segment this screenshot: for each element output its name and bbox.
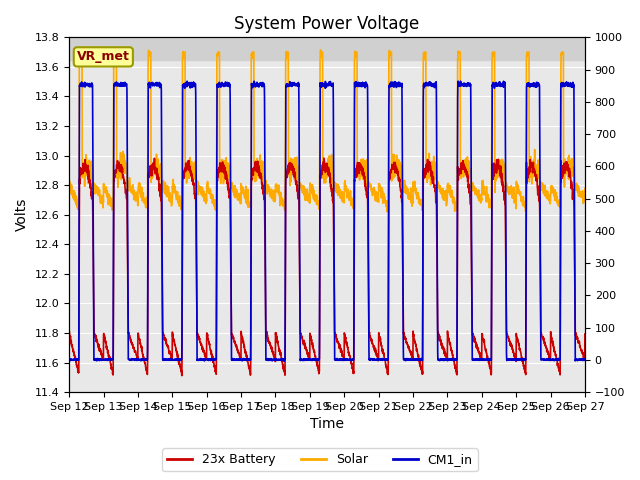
Text: VR_met: VR_met xyxy=(77,50,130,63)
Bar xyxy=(69,37,585,60)
Solar xyxy=(285,163,293,169)
Solar xyxy=(383,209,391,215)
23x Battery xyxy=(178,373,186,379)
CM1_in xyxy=(581,357,589,362)
Solar xyxy=(516,191,524,197)
Title: System Power Voltage: System Power Voltage xyxy=(234,15,420,33)
Solar xyxy=(581,185,589,191)
23x Battery xyxy=(65,328,73,334)
CM1_in xyxy=(516,357,524,362)
CM1_in xyxy=(572,323,579,328)
CM1_in xyxy=(285,83,293,88)
Solar xyxy=(124,186,132,192)
CM1_in xyxy=(65,356,73,362)
23x Battery xyxy=(572,314,579,320)
Solar xyxy=(263,186,271,192)
Line: Solar: Solar xyxy=(69,50,585,212)
Solar xyxy=(572,182,579,188)
Y-axis label: Volts: Volts xyxy=(15,198,29,231)
23x Battery xyxy=(263,335,271,341)
23x Battery xyxy=(124,299,132,304)
23x Battery xyxy=(581,331,589,337)
Line: CM1_in: CM1_in xyxy=(69,81,585,361)
Solar xyxy=(65,181,73,187)
23x Battery xyxy=(320,156,328,161)
Legend: 23x Battery, Solar, CM1_in: 23x Battery, Solar, CM1_in xyxy=(163,448,477,471)
X-axis label: Time: Time xyxy=(310,418,344,432)
CM1_in xyxy=(124,291,132,297)
Line: 23x Battery: 23x Battery xyxy=(69,158,585,376)
23x Battery xyxy=(516,346,524,351)
CM1_in xyxy=(263,357,271,362)
Solar xyxy=(155,169,163,175)
Solar xyxy=(317,47,324,53)
CM1_in xyxy=(454,78,462,84)
23x Battery xyxy=(285,162,293,168)
CM1_in xyxy=(155,83,163,89)
23x Battery xyxy=(155,174,163,180)
CM1_in xyxy=(280,359,288,364)
